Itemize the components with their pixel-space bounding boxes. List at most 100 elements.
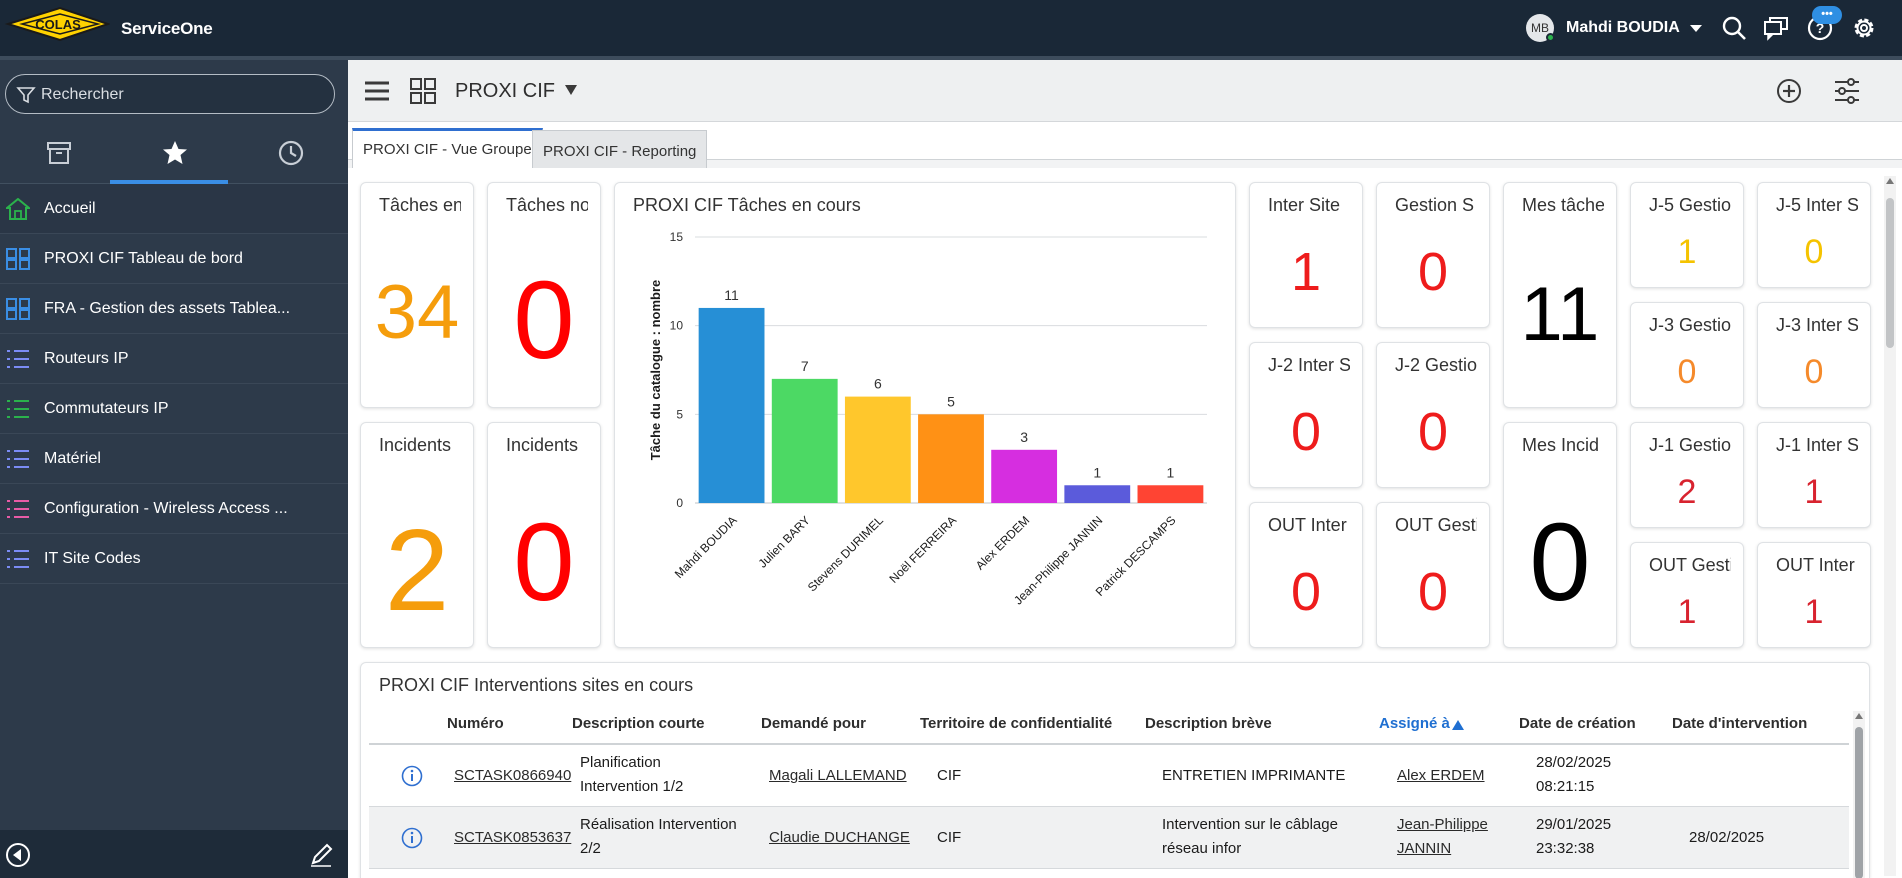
sidebar-item-proxi-cif-dashboard[interactable]: PROXI CIF Tableau de bord bbox=[0, 234, 348, 284]
gear-icon[interactable] bbox=[1850, 14, 1878, 42]
search-icon[interactable] bbox=[1720, 14, 1748, 42]
col-description-courte[interactable]: Description courte bbox=[572, 715, 705, 732]
requested-for-link[interactable]: Magali LALLEMAND bbox=[769, 767, 907, 784]
active-tab-indicator bbox=[110, 180, 228, 184]
search-input[interactable]: Rechercher bbox=[5, 74, 335, 114]
task-number-link[interactable]: SCTASK0866940 bbox=[454, 767, 572, 784]
sidebar-item-routeurs-ip[interactable]: Routeurs IP bbox=[0, 334, 348, 384]
tile-value: 11 bbox=[1520, 272, 1600, 357]
grid-view-icon[interactable] bbox=[410, 78, 436, 104]
tile-value: 0 bbox=[1529, 501, 1591, 624]
chat-icon[interactable] bbox=[1762, 14, 1790, 42]
list-icon bbox=[7, 450, 29, 468]
tile-inter-site[interactable]: Inter Site 1 bbox=[1249, 182, 1363, 328]
bar-data-label: 1 bbox=[1093, 464, 1101, 480]
tab-favorites[interactable] bbox=[116, 124, 232, 184]
x-tick-label: Stevens DURIMEL bbox=[805, 513, 886, 594]
header-divider bbox=[369, 743, 1849, 745]
tab-all-apps[interactable] bbox=[0, 124, 116, 184]
svg-text:?: ? bbox=[1816, 20, 1825, 36]
tile-j1-inter[interactable]: J-1 Inter S 1 bbox=[1757, 422, 1871, 528]
list-icon bbox=[7, 350, 29, 368]
tile-taches-en[interactable]: Tâches en 34 bbox=[360, 182, 474, 408]
tile-j2-gestion[interactable]: J-2 Gestio 0 bbox=[1376, 342, 1490, 488]
sidebar-item-commutateurs-ip[interactable]: Commutateurs IP bbox=[0, 384, 348, 434]
tile-mes-incid[interactable]: Mes Incid 0 bbox=[1503, 422, 1617, 648]
bar-data-label: 6 bbox=[874, 376, 882, 392]
sidebar-item-fra-assets[interactable]: FRA - Gestion des assets Tablea... bbox=[0, 284, 348, 334]
star-icon bbox=[163, 141, 187, 164]
tab-vue-groupe[interactable]: PROXI CIF - Vue Groupe bbox=[352, 128, 543, 168]
col-demande-pour[interactable]: Demandé pour bbox=[761, 715, 867, 732]
dashboard-title[interactable]: PROXI CIF bbox=[455, 80, 556, 102]
menu-icon[interactable] bbox=[364, 80, 390, 102]
bar-data-label: 5 bbox=[947, 393, 955, 409]
collapse-sidebar-icon[interactable] bbox=[5, 842, 31, 868]
tile-out-inter-2[interactable]: OUT Inter 1 bbox=[1757, 542, 1871, 648]
sidebar-item-wireless-config[interactable]: Configuration - Wireless Access ... bbox=[0, 484, 348, 534]
tile-out-gesti-2[interactable]: OUT Gesti 1 bbox=[1630, 542, 1744, 648]
y-tick-label: 10 bbox=[670, 319, 684, 333]
description-breve-line1: Intervention sur le câblage bbox=[1162, 816, 1338, 833]
tile-j5-gestion[interactable]: J-5 Gestio 1 bbox=[1630, 182, 1744, 288]
tile-j2-inter[interactable]: J-2 Inter S 0 bbox=[1249, 342, 1363, 488]
assigned-to-link-line2[interactable]: JANNIN bbox=[1397, 840, 1452, 857]
col-assigne-a[interactable]: Assigné à bbox=[1379, 715, 1450, 732]
tile-mes-taches[interactable]: Mes tâche 11 bbox=[1503, 182, 1617, 408]
sidebar-item-it-site-codes[interactable]: IT Site Codes bbox=[0, 534, 348, 584]
col-territoire[interactable]: Territoire de confidentialité bbox=[920, 715, 1113, 732]
tab-reporting[interactable]: PROXI CIF - Reporting bbox=[532, 130, 708, 168]
x-tick-label: Noël FERREIRA bbox=[887, 513, 960, 586]
add-widget-icon[interactable] bbox=[1776, 78, 1802, 104]
assigned-to-link[interactable]: Alex ERDEM bbox=[1397, 767, 1485, 784]
scroll-up-icon[interactable] bbox=[1885, 176, 1895, 186]
svg-text:COLAS: COLAS bbox=[35, 17, 81, 32]
tile-j3-inter[interactable]: J-3 Inter S 0 bbox=[1757, 302, 1871, 408]
y-tick-label: 0 bbox=[676, 496, 683, 510]
tile-taches-no[interactable]: Tâches no 0 bbox=[487, 182, 601, 408]
tile-value: 0 bbox=[1804, 233, 1824, 271]
tile-out-gesti[interactable]: OUT Gesti 0 bbox=[1376, 502, 1490, 648]
tile-value: 2 bbox=[1677, 473, 1697, 511]
tab-history[interactable] bbox=[232, 124, 348, 184]
tile-j5-inter[interactable]: J-5 Inter S 0 bbox=[1757, 182, 1871, 288]
description-courte-line1: Réalisation Intervention bbox=[580, 816, 737, 833]
sidebar-item-accueil[interactable]: Accueil bbox=[0, 184, 348, 234]
tile-incidents-2[interactable]: Incidents 0 bbox=[487, 422, 601, 648]
task-number-link[interactable]: SCTASK0853637 bbox=[454, 829, 572, 846]
info-icon[interactable] bbox=[401, 827, 423, 849]
bar bbox=[1064, 485, 1131, 503]
table-row[interactable]: SCTASK0853637 Réalisation Intervention 2… bbox=[369, 807, 1849, 869]
col-numero[interactable]: Numéro bbox=[447, 715, 504, 732]
user-menu[interactable]: MB Mahdi BOUDIA bbox=[1526, 14, 1702, 42]
table-row[interactable]: SCTASK0866940 Planification Intervention… bbox=[369, 745, 1849, 807]
sidebar-item-materiel[interactable]: Matériel bbox=[0, 434, 348, 484]
colas-logo[interactable]: COLAS bbox=[4, 4, 110, 44]
bar-data-label: 3 bbox=[1020, 429, 1028, 445]
tile-out-inter[interactable]: OUT Inter 0 bbox=[1249, 502, 1363, 648]
col-date-creation[interactable]: Date de création bbox=[1519, 715, 1636, 732]
chevron-down-icon[interactable] bbox=[564, 84, 578, 96]
tile-j3-gestion[interactable]: J-3 Gestio 0 bbox=[1630, 302, 1744, 408]
sidebar: Rechercher Accueil PROXI CIF Tableau de … bbox=[0, 60, 348, 878]
scroll-up-icon[interactable] bbox=[1854, 711, 1864, 721]
table-scrollbar-thumb[interactable] bbox=[1855, 727, 1863, 878]
y-tick-label: 5 bbox=[676, 407, 683, 421]
settings-sliders-icon[interactable] bbox=[1834, 78, 1860, 104]
sort-ascending-icon[interactable] bbox=[1451, 719, 1465, 731]
col-date-intervention[interactable]: Date d'intervention bbox=[1672, 715, 1808, 732]
tile-value: 1 bbox=[1290, 242, 1322, 302]
tile-incidents[interactable]: Incidents 2 bbox=[360, 422, 474, 648]
page-scrollbar[interactable] bbox=[1884, 176, 1896, 876]
info-icon[interactable] bbox=[401, 765, 423, 787]
notification-badge[interactable]: ••• bbox=[1812, 6, 1842, 24]
page-scrollbar-thumb[interactable] bbox=[1886, 198, 1894, 348]
assigned-to-link-line1[interactable]: Jean-Philippe bbox=[1397, 816, 1488, 833]
tile-gestion-s[interactable]: Gestion S 0 bbox=[1376, 182, 1490, 328]
tile-j1-gestion[interactable]: J-1 Gestio 2 bbox=[1630, 422, 1744, 528]
requested-for-link[interactable]: Claudie DUCHANGE bbox=[769, 829, 910, 846]
edit-pencil-icon[interactable] bbox=[308, 842, 334, 868]
y-axis-label: Tâche du catalogue : nombre bbox=[648, 280, 663, 461]
col-description-breve[interactable]: Description brève bbox=[1145, 715, 1272, 732]
table-scrollbar[interactable] bbox=[1853, 711, 1865, 878]
